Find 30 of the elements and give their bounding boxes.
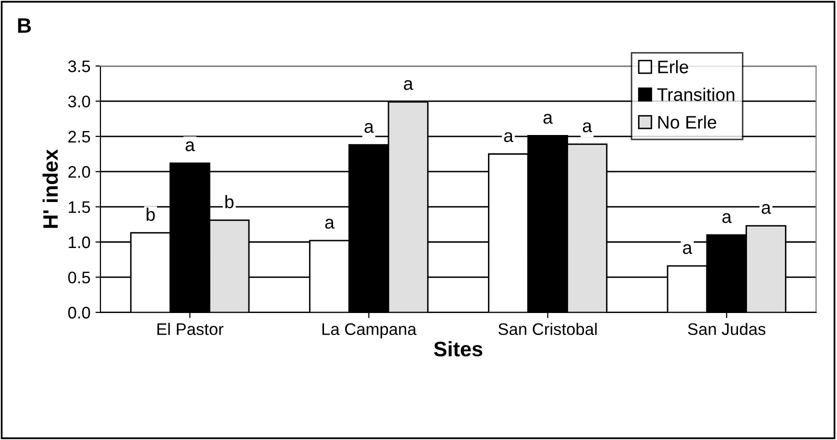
data-label: a <box>683 244 692 254</box>
chart-title: B <box>18 18 31 33</box>
x-tick-label: El Pastor <box>157 322 224 336</box>
x-tick-label: San Cristobal <box>498 322 597 336</box>
y-tick-label: 1.0 <box>68 236 90 248</box>
x-axis-title: Sites <box>434 341 482 356</box>
y-tick-label: 0.5 <box>68 272 90 284</box>
data-label: a <box>543 114 553 124</box>
y-axis-title: H' index <box>42 149 58 228</box>
y-tick-label: 3.0 <box>68 96 90 108</box>
data-label: b <box>146 208 155 221</box>
y-tick-label: 2.0 <box>68 166 90 178</box>
legend-label: Transition <box>657 88 734 101</box>
data-label: b <box>225 195 234 208</box>
data-label: a <box>504 132 514 142</box>
legend-label: Erle <box>658 60 688 74</box>
data-label: a <box>186 141 195 152</box>
y-tick-label: 3.5 <box>68 60 90 72</box>
y-tick-label: 1.5 <box>68 201 90 214</box>
data-label: a <box>722 213 732 224</box>
data-label: a <box>325 218 334 229</box>
y-tick-label: 2.5 <box>68 130 90 143</box>
x-tick-label: San Judas <box>688 322 766 336</box>
data-label: a <box>582 122 592 132</box>
data-label: a <box>364 123 374 133</box>
y-tick-label: 0.0 <box>68 306 90 319</box>
legend-label: No Erle <box>658 115 716 129</box>
data-label: a <box>404 80 414 90</box>
x-tick-label: La Campana <box>322 323 417 338</box>
data-label: a <box>762 204 771 214</box>
